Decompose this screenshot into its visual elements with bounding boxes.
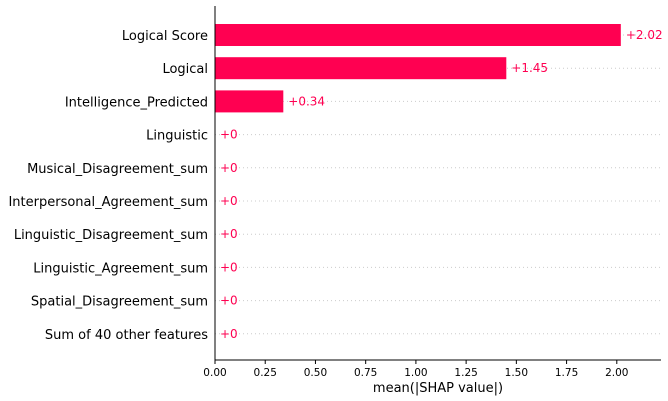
category-label: Logical Score	[122, 29, 208, 44]
category-label: Interpersonal_Agreement_sum	[8, 195, 208, 210]
value-label: +0	[220, 227, 238, 241]
category-label: Spatial_Disagreement_sum	[31, 295, 208, 310]
x-tick-label: 0.75	[354, 367, 377, 379]
value-label: +0	[220, 327, 238, 341]
x-tick-label: 2.00	[605, 367, 628, 379]
x-tick-label: 0.00	[203, 367, 226, 379]
x-tick-label: 1.00	[404, 367, 427, 379]
value-label-layer: +2.02 +1.45 +0.34 +0 +0 +0 +0 +0 +0 +0	[220, 28, 663, 341]
x-tick-label: 1.50	[505, 367, 528, 379]
x-tick-label: 1.75	[555, 367, 578, 379]
axis-layer: 0.00 0.25 0.50 0.75 1.00 1.25 1.50 1.75 2.00	[203, 6, 661, 379]
category-label-layer: Logical Score Logical Intelligence_Predict…	[8, 29, 208, 343]
x-tick-label: 0.25	[254, 367, 277, 379]
category-label: Linguistic	[146, 129, 208, 144]
value-label: +0	[220, 128, 238, 142]
category-label: Logical	[162, 62, 208, 77]
value-label: +1.45	[511, 61, 548, 75]
category-label: Sum of 40 other features	[45, 328, 208, 343]
category-label: Musical_Disagreement_sum	[27, 162, 208, 177]
value-label: +0.34	[288, 94, 325, 108]
x-tick-label: 0.50	[304, 367, 327, 379]
value-label: +0	[220, 294, 238, 308]
bar-1	[215, 57, 507, 80]
category-label: Linguistic_Disagreement_sum	[14, 228, 208, 243]
value-label: +0	[220, 260, 238, 274]
category-label: Linguistic_Agreement_sum	[33, 261, 208, 276]
value-label: +0	[220, 194, 238, 208]
bar-2	[215, 90, 284, 113]
value-label: +2.02	[626, 28, 663, 42]
bar-layer	[215, 24, 621, 113]
x-tick-label: 1.25	[454, 367, 477, 379]
x-axis-title: mean(|SHAP value|)	[373, 381, 503, 396]
value-label: +0	[220, 161, 238, 175]
bar-0	[215, 24, 621, 46]
category-label: Intelligence_Predicted	[65, 95, 208, 110]
grid-layer	[215, 34, 661, 335]
